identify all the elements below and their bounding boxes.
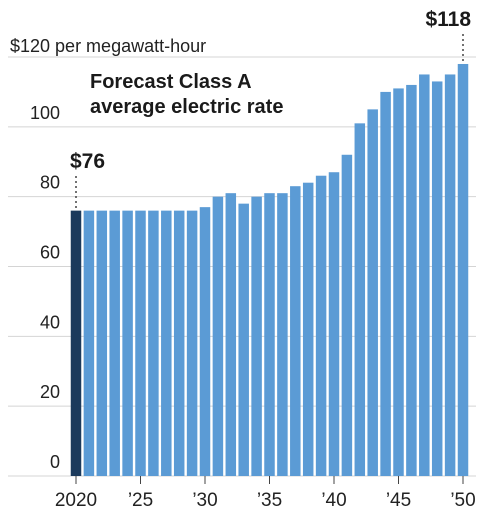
bar-2020 [70,210,82,476]
bar-2037 [290,186,301,477]
bar-2041 [341,154,353,476]
bar-2021 [83,210,95,476]
bar-2050 [457,63,469,476]
bar-2035 [264,193,275,477]
bar-2039 [315,175,327,476]
x-tick-label-2035: ’35 [257,490,282,511]
y-tick-label-0: 0 [50,452,60,472]
annotation-label-2020: $76 [70,150,105,173]
bar-2031 [212,196,224,476]
annotation-label-2050: $118 [425,8,471,31]
bar-2049 [444,74,456,476]
bar-2044 [380,91,391,477]
bar-2033 [238,203,249,476]
bar-2027 [161,210,172,476]
bar-2048 [431,81,443,477]
bar-2022 [96,210,108,476]
y-axis-ticks: 0 20 40 60 80 100 [30,103,60,472]
x-tick-label-2040: ’40 [321,490,346,511]
bar-2024 [122,210,133,476]
y-tick-label-100: 100 [30,103,60,123]
bar-2043 [367,109,378,476]
y-tick-label-60: 60 [40,243,60,263]
bar-2030 [199,207,211,476]
bar-2046 [406,84,417,476]
bars [70,63,469,477]
bar-2032 [225,193,237,477]
bar-2026 [148,210,159,476]
y-tick-label-80: 80 [40,173,60,193]
x-tick-label-2045: ’45 [386,490,411,511]
y-tick-label-20: 20 [40,382,60,402]
bar-2034 [251,196,262,476]
x-tick-label-2025: ’25 [128,490,153,511]
y-unit-label: $120 per megawatt-hour [10,36,206,56]
x-tick-label-2020: 2020 [55,490,97,511]
bar-2025 [135,210,146,476]
x-tick-label-2050: ’50 [450,490,475,511]
bar-2038 [302,182,314,476]
bar-2023 [109,210,120,476]
chart-title-line-2: average electric rate [90,96,283,118]
bar-2042 [354,123,366,476]
chart-title-line-1: Forecast Class A [90,71,252,93]
bar-2047 [419,74,430,476]
annotations: $76 $118 [70,8,471,209]
y-tick-label-40: 40 [40,312,60,332]
bar-2045 [393,88,404,477]
bar-2028 [173,210,185,476]
bar-2036 [277,193,288,477]
x-axis-ticks: 2020 ’25 ’30 ’35 ’40 ’45 ’50 [55,476,476,511]
x-tick-label-2030: ’30 [192,490,217,511]
bar-2040 [328,172,340,476]
bar-2029 [186,210,198,476]
